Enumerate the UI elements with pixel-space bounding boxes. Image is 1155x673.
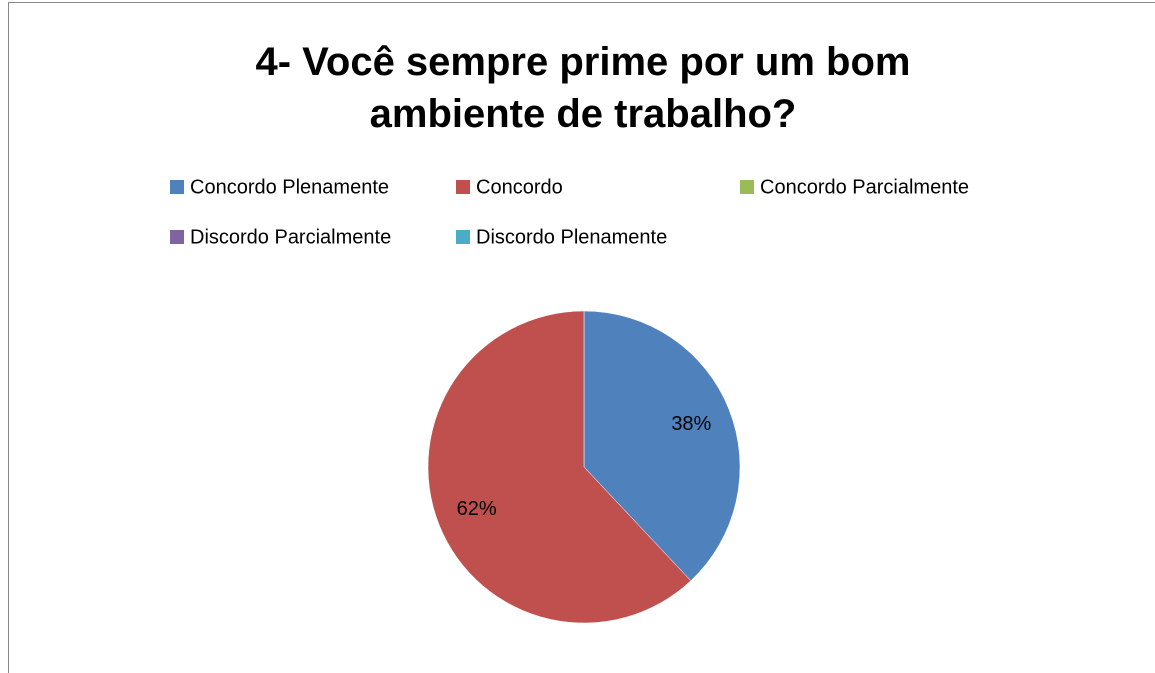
legend-label: Concordo Parcialmente xyxy=(760,176,969,198)
pie-slice xyxy=(583,310,741,582)
legend-swatch xyxy=(170,230,184,244)
legend-label: Concordo xyxy=(476,176,563,198)
legend-swatch xyxy=(456,230,470,244)
legend-swatch xyxy=(740,180,754,194)
data-label: 62% xyxy=(457,498,497,520)
legend-label: Discordo Plenamente xyxy=(476,226,667,248)
chart-title: 4- Você sempre prime por um bom ambiente… xyxy=(255,40,911,136)
legend-label: Concordo Plenamente xyxy=(190,176,389,198)
data-label: 38% xyxy=(671,413,711,435)
legend-label: Discordo Parcialmente xyxy=(190,226,391,248)
pie-slice xyxy=(427,310,692,624)
legend-swatch xyxy=(456,180,470,194)
chart-frame xyxy=(8,2,1155,673)
legend-swatch xyxy=(170,180,184,194)
